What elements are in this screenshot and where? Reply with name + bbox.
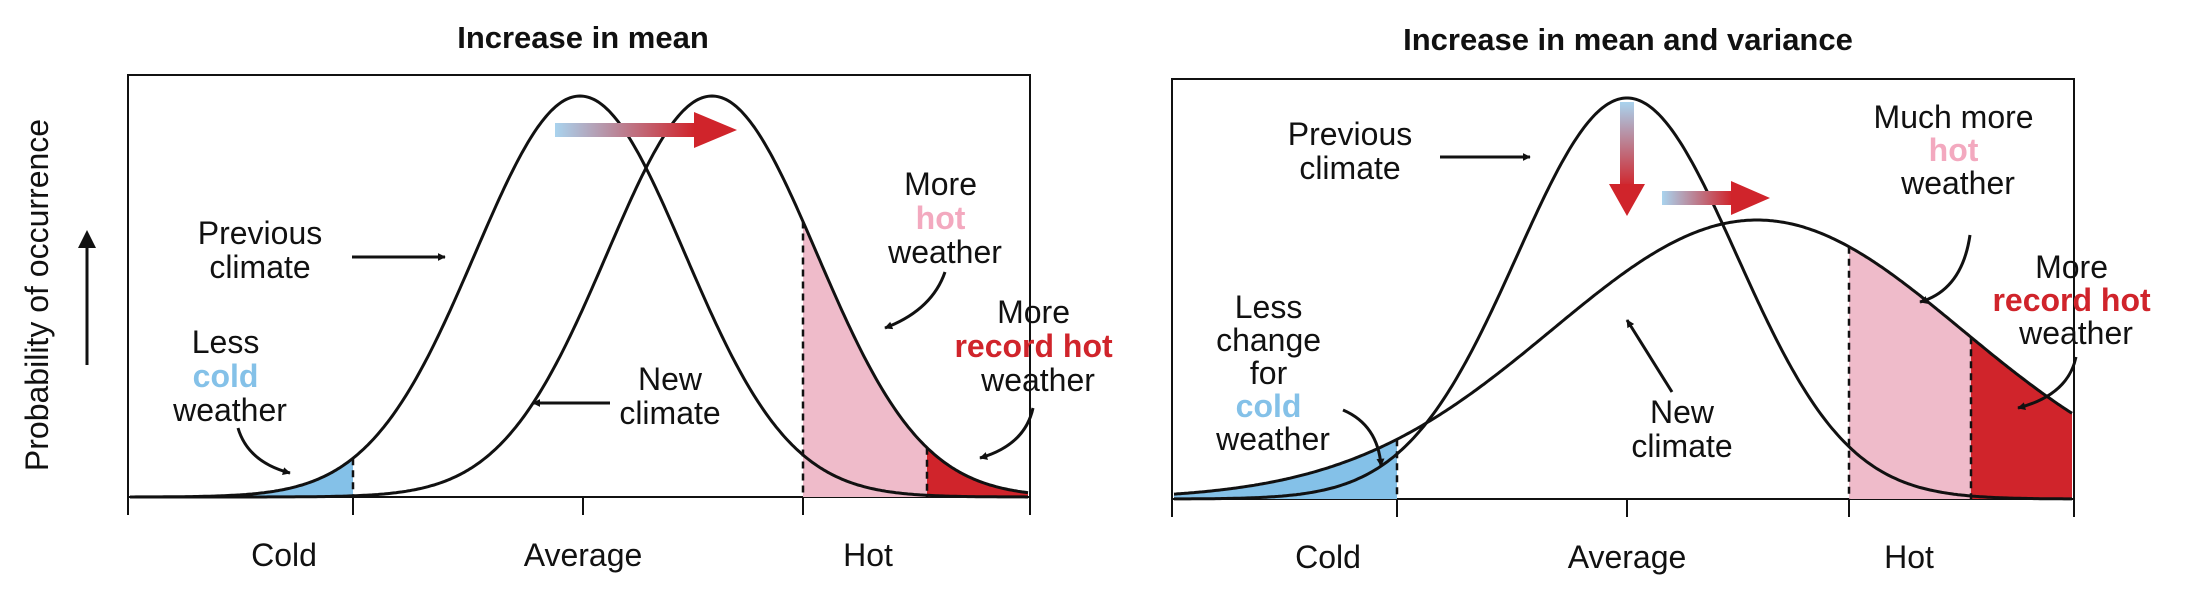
new-climate-curve bbox=[130, 94, 1029, 499]
less-change-for-cold-weather-label: Less change for cold weather bbox=[1215, 289, 1330, 457]
y-axis-arrowhead-icon bbox=[78, 230, 96, 248]
tick-label-hot: Hot bbox=[1884, 539, 1934, 575]
panel-increase-in-mean-and-variance: Increase in mean and variance Cold Avera… bbox=[1171, 22, 2159, 575]
mean-shift-arrow-icon bbox=[1731, 181, 1770, 215]
tick-label-average: Average bbox=[524, 537, 643, 573]
more-hot-pointer bbox=[884, 271, 947, 330]
record-hot-pointer bbox=[2017, 356, 2078, 411]
less-cold-weather-label: Less cold weather bbox=[172, 324, 287, 428]
new-climate-pointer bbox=[1625, 319, 1674, 393]
less-change-cold-pointer bbox=[1342, 408, 1385, 467]
previous-climate-label: Previous climate bbox=[1288, 116, 1413, 186]
record-hot-tail-fill bbox=[927, 447, 1028, 497]
plot-frame bbox=[1171, 78, 2075, 500]
panel-title: Increase in mean and variance bbox=[1403, 22, 1853, 57]
tick-label-average: Average bbox=[1568, 539, 1687, 575]
mean-shift-arrow-shaft bbox=[555, 123, 695, 137]
new-climate-label: New climate bbox=[619, 361, 720, 431]
more-record-hot-weather-label: More record hot weather bbox=[1992, 249, 2159, 351]
plot-frame bbox=[127, 74, 1031, 498]
tick-label-cold: Cold bbox=[1295, 539, 1361, 575]
much-more-hot-weather-label: Much more hot weather bbox=[1874, 99, 2043, 201]
panel-increase-in-mean: Increase in mean Cold Average Hot Previo… bbox=[127, 20, 1121, 573]
record-hot-tail-fill bbox=[1971, 337, 2072, 499]
panel-title: Increase in mean bbox=[457, 20, 709, 55]
hot-tail-fill bbox=[1849, 246, 1971, 499]
previous-climate-curve bbox=[1174, 96, 2072, 501]
variance-arrow-icon bbox=[1609, 184, 1645, 216]
previous-climate-label: Previous climate bbox=[198, 215, 323, 285]
mean-shift-arrow-icon bbox=[694, 112, 737, 148]
much-more-hot-pointer bbox=[1919, 234, 1972, 304]
less-cold-pointer bbox=[236, 427, 291, 476]
new-climate-label: New climate bbox=[1631, 394, 1732, 464]
record-hot-pointer bbox=[979, 407, 1035, 460]
tick-label-hot: Hot bbox=[843, 537, 893, 573]
more-record-hot-weather-label: More record hot weather bbox=[954, 294, 1121, 398]
tick-label-cold: Cold bbox=[251, 537, 317, 573]
more-hot-weather-label: More hot weather bbox=[887, 166, 1002, 270]
variance-arrow-shaft bbox=[1620, 102, 1634, 187]
previous-climate-curve bbox=[130, 94, 1028, 499]
y-axis-label: Probability of occurrence bbox=[19, 119, 55, 471]
mean-shift-arrow-shaft bbox=[1662, 191, 1732, 205]
